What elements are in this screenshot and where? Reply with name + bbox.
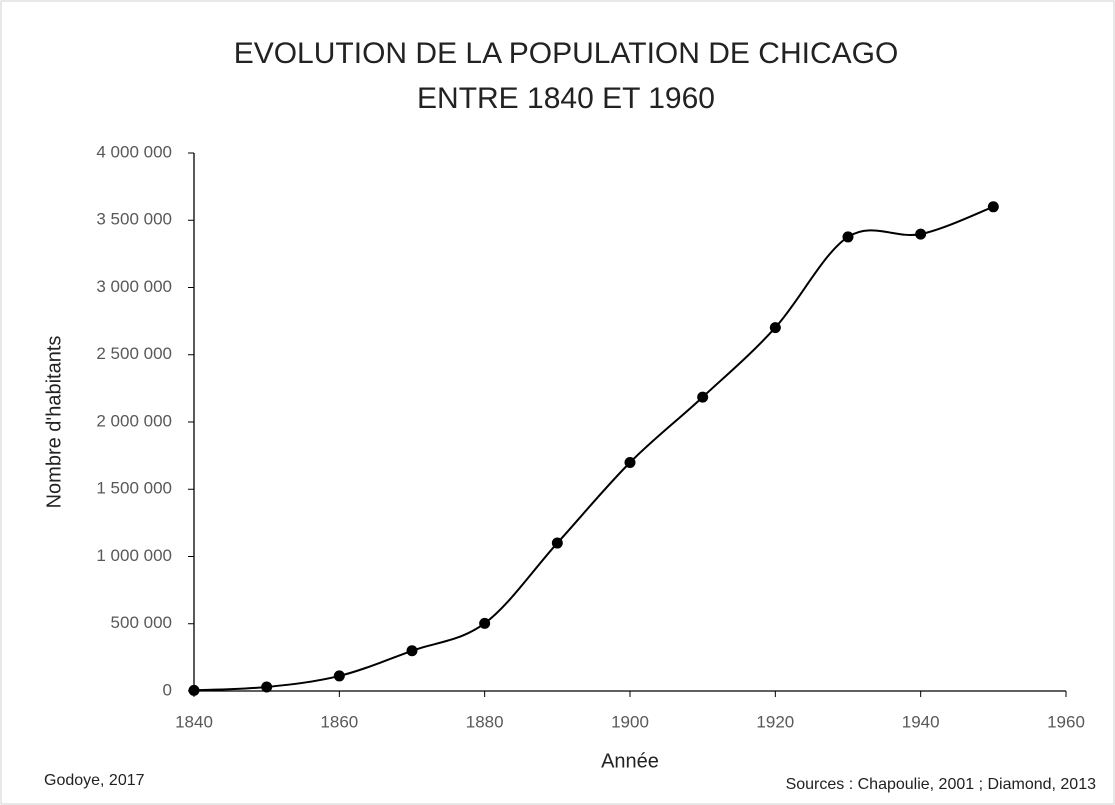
y-tick-label: 500 000 (111, 613, 172, 632)
x-tick-label: 1860 (320, 712, 358, 731)
y-tick-label: 3 500 000 (96, 210, 172, 229)
y-tick-label: 3 000 000 (96, 277, 172, 296)
marker (188, 684, 200, 696)
marker (987, 201, 999, 213)
marker (333, 670, 345, 682)
marker (769, 322, 781, 334)
marker (624, 456, 636, 468)
y-axis-label: Nombre d'habitants (43, 336, 65, 509)
marker (697, 391, 709, 403)
y-tick-label: 2 000 000 (96, 411, 172, 430)
x-axis-label: Année (601, 750, 659, 772)
chart-title: ENTRE 1840 ET 1960 (417, 82, 715, 115)
x-tick-label: 1840 (175, 712, 213, 731)
y-tick-label: 4 000 000 (96, 142, 172, 161)
y-tick-label: 1 000 000 (96, 546, 172, 565)
marker (551, 537, 563, 549)
marker (406, 645, 418, 657)
chart-title: EVOLUTION DE LA POPULATION DE CHICAGO (234, 37, 899, 70)
y-tick-label: 0 (163, 680, 172, 699)
x-tick-label: 1960 (1047, 712, 1085, 731)
x-tick-label: 1920 (756, 712, 794, 731)
x-tick-label: 1880 (466, 712, 504, 731)
marker (479, 617, 491, 629)
marker (261, 681, 273, 693)
x-tick-label: 1940 (902, 712, 940, 731)
annotation: Godoye, 2017 (44, 772, 145, 789)
x-tick-label: 1900 (611, 712, 649, 731)
y-tick-label: 2 500 000 (96, 344, 172, 363)
marker (915, 228, 927, 240)
annotation: Sources : Chapoulie, 2001 ; Diamond, 201… (786, 776, 1097, 793)
y-tick-label: 1 500 000 (96, 479, 172, 498)
marker (842, 231, 854, 243)
